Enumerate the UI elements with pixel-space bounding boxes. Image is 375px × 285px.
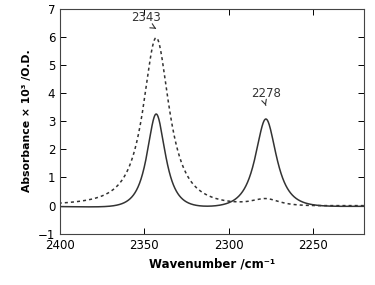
X-axis label: Wavenumber /cm⁻¹: Wavenumber /cm⁻¹ xyxy=(149,257,275,270)
Text: 2278: 2278 xyxy=(251,87,280,105)
Y-axis label: Absorbance × 10³ /O.D.: Absorbance × 10³ /O.D. xyxy=(22,50,32,192)
Text: 2343: 2343 xyxy=(131,11,160,28)
